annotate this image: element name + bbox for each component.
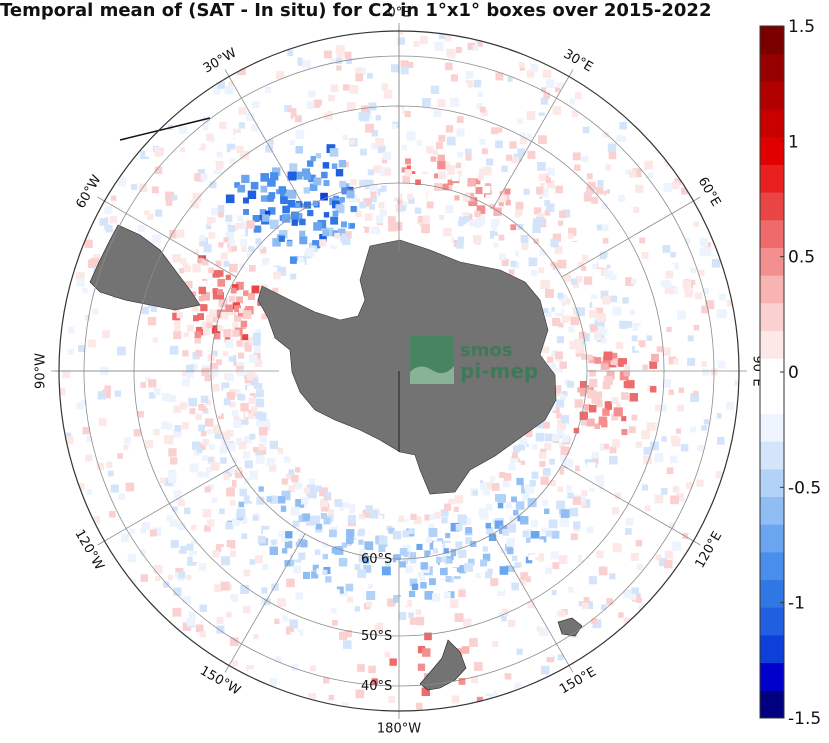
colorbar-segment (760, 551, 784, 581)
parallel-label: 60°S (361, 552, 392, 567)
svg-text:smos: smos (460, 340, 513, 361)
meridian-label: 180°W (377, 722, 421, 737)
colorbar-tick-label: 0 (788, 363, 799, 383)
colorbar-segment (760, 607, 784, 636)
colorbar-segment (760, 192, 784, 221)
colorbar-segment (760, 524, 784, 553)
colorbar-segment (760, 690, 784, 719)
colorbar-tick-label: 0.5 (788, 248, 815, 268)
colorbar-segment (760, 662, 784, 691)
map-boundary (58, 30, 740, 712)
colorbar-segment (760, 579, 784, 608)
colorbar-segment (760, 330, 784, 359)
south-america-land (89, 224, 201, 311)
graticule (51, 23, 747, 719)
meridian-label: 90°W (34, 353, 49, 389)
colorbar-tick-label: 1.5 (788, 17, 815, 37)
colorbar-tick-label: -0.5 (788, 478, 821, 498)
parallel-label: 40°S (361, 679, 392, 694)
colorbar-tick-label: -1.5 (788, 709, 821, 729)
colorbar-tick-label: -1 (788, 594, 805, 614)
colorbar-segment (760, 275, 784, 304)
svg-text:pi-mep: pi-mep (460, 359, 538, 383)
colorbar-segment (760, 302, 784, 331)
colorbar-segment (760, 219, 784, 248)
new-zealand-land (419, 639, 467, 691)
colorbar-segment (760, 413, 784, 442)
colorbar-segment (760, 441, 784, 470)
colorbar-segment (760, 468, 784, 498)
coastline-edge (119, 117, 211, 141)
antarctica-land (257, 239, 557, 495)
colorbar-segment (760, 81, 784, 110)
colorbar-segment (760, 634, 784, 664)
meridian-label: 0°E (388, 6, 411, 21)
colorbar-tick-label: 1 (788, 132, 799, 152)
colorbar-segment (760, 164, 784, 193)
colorbar-segment (760, 385, 784, 415)
colorbar-segment (760, 26, 784, 55)
parallel-label: 50°S (361, 629, 392, 644)
map-title: Temporal mean of (SAT - In situ) for C2 … (0, 0, 712, 21)
colorbar-segment (760, 53, 784, 82)
colorbar-segment (760, 496, 784, 525)
colorbar-segment (760, 247, 784, 276)
colorbar-segment (760, 109, 784, 138)
